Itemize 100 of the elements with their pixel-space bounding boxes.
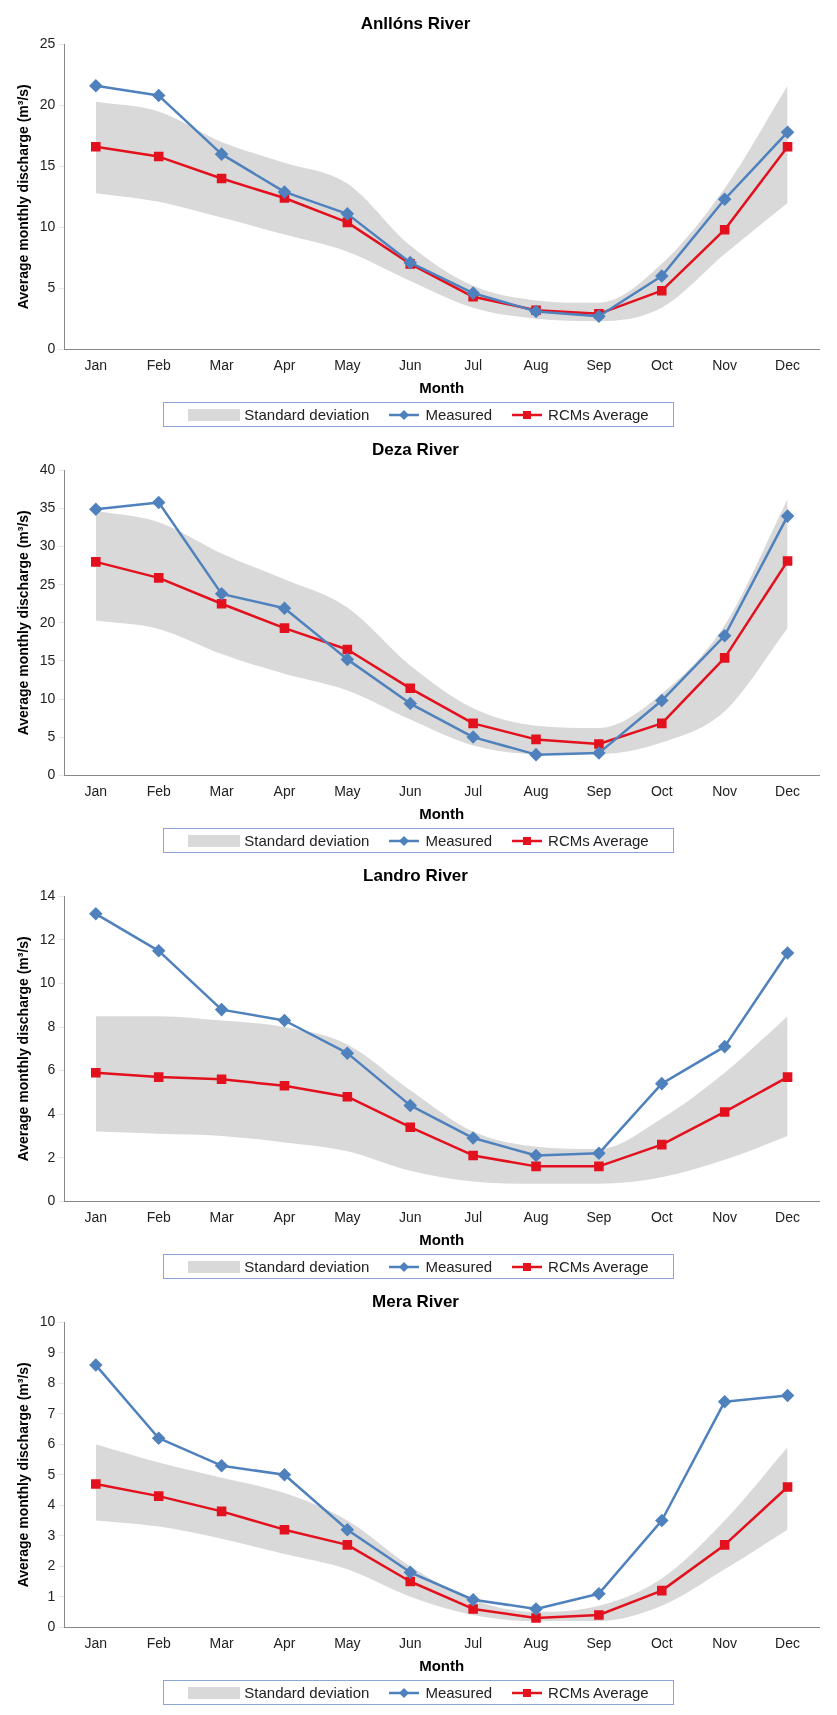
y-tick-label: 6 bbox=[47, 1061, 56, 1078]
y-tick-label: 5 bbox=[47, 1465, 56, 1482]
text: Standard deviation bbox=[244, 1684, 370, 1701]
x-tick-label: Jan bbox=[84, 357, 108, 374]
y-tick-label: 10 bbox=[39, 974, 56, 991]
x-tick-label: Oct bbox=[650, 1209, 673, 1226]
legend-label: Measured bbox=[425, 1684, 493, 1701]
y-tick-label: 40 bbox=[39, 461, 56, 478]
x-tick-label: Jun bbox=[398, 1209, 422, 1226]
y-tick-label: 5 bbox=[47, 727, 56, 744]
y-tick-label: 7 bbox=[47, 1404, 56, 1421]
legend-label: Measured bbox=[425, 1258, 493, 1275]
x-tick-label: Mar bbox=[209, 1209, 234, 1226]
y-tick-label: 0 bbox=[47, 1192, 56, 1209]
x-axis-title: Month bbox=[419, 1231, 465, 1249]
legend-label: RCMs Average bbox=[548, 832, 649, 849]
y-axis-title: Average monthly discharge (m³/s) bbox=[15, 936, 32, 1162]
y-tick-label: 15 bbox=[39, 651, 56, 668]
x-tick-label: Jul bbox=[464, 1209, 483, 1226]
x-tick-label: Aug bbox=[523, 357, 549, 374]
legend-label: RCMs Average bbox=[548, 1684, 649, 1701]
x-tick-label: Jul bbox=[464, 783, 483, 800]
x-tick-label: Oct bbox=[650, 357, 673, 374]
legend-label: Measured bbox=[425, 832, 493, 849]
y-tick-label: 0 bbox=[47, 340, 56, 357]
x-tick-label: Feb bbox=[146, 1635, 171, 1652]
x-tick-label: Jan bbox=[84, 1635, 108, 1652]
y-axis-title: Average monthly discharge (m³/s) bbox=[15, 510, 32, 736]
x-tick-label: Dec bbox=[775, 783, 801, 800]
y-tick-label: 25 bbox=[39, 35, 56, 52]
y-tick-label: 2 bbox=[47, 1148, 56, 1165]
x-tick-label: Nov bbox=[712, 1209, 738, 1226]
y-tick-label: 12 bbox=[39, 930, 56, 947]
x-tick-label: Mar bbox=[209, 357, 234, 374]
text: Standard deviation bbox=[244, 1258, 370, 1275]
x-tick-label: Apr bbox=[273, 1209, 296, 1226]
y-tick-label: 0 bbox=[47, 1618, 56, 1635]
x-axis-title: Month bbox=[419, 379, 465, 397]
x-tick-label: Apr bbox=[273, 357, 296, 374]
y-tick-label: 8 bbox=[47, 1374, 56, 1391]
x-tick-label: Oct bbox=[650, 783, 673, 800]
x-tick-label: Dec bbox=[775, 1209, 801, 1226]
x-tick-label: Mar bbox=[209, 783, 234, 800]
x-tick-label: Feb bbox=[146, 357, 171, 374]
x-tick-label: May bbox=[334, 783, 361, 800]
chart-title: Deza River bbox=[372, 439, 460, 459]
y-tick-label: 35 bbox=[39, 499, 56, 516]
x-tick-label: Sep bbox=[586, 1209, 612, 1226]
x-tick-label: Aug bbox=[523, 783, 549, 800]
y-tick-label: 10 bbox=[39, 218, 56, 235]
y-axis-title: Average monthly discharge (m³/s) bbox=[15, 1362, 32, 1588]
y-tick-label: 20 bbox=[39, 96, 56, 113]
x-tick-label: Feb bbox=[146, 783, 171, 800]
legend-label: RCMs Average bbox=[548, 1258, 649, 1275]
text: Standard deviation bbox=[244, 406, 370, 423]
y-tick-label: 20 bbox=[39, 613, 56, 630]
y-tick-label: 2 bbox=[47, 1557, 56, 1574]
x-tick-label: Dec bbox=[775, 1635, 801, 1652]
x-tick-label: Nov bbox=[712, 1635, 738, 1652]
y-tick-label: 10 bbox=[39, 1313, 56, 1330]
y-tick-label: 5 bbox=[47, 279, 56, 296]
x-tick-label: Jun bbox=[398, 357, 422, 374]
x-tick-label: Nov bbox=[712, 357, 738, 374]
x-axis-title: Month bbox=[419, 1657, 465, 1675]
x-tick-label: Mar bbox=[209, 1635, 234, 1652]
x-tick-label: Sep bbox=[586, 357, 612, 374]
x-tick-label: May bbox=[334, 1635, 361, 1652]
y-tick-label: 6 bbox=[47, 1435, 56, 1452]
y-tick-label: 0 bbox=[47, 766, 56, 783]
x-tick-label: Jun bbox=[398, 783, 422, 800]
x-tick-label: Jul bbox=[464, 1635, 483, 1652]
y-tick-label: 4 bbox=[47, 1104, 56, 1121]
x-tick-label: Jan bbox=[84, 783, 108, 800]
x-tick-label: Jul bbox=[464, 357, 483, 374]
x-tick-label: Aug bbox=[523, 1209, 549, 1226]
legend-label: Measured bbox=[425, 406, 493, 423]
x-tick-label: Jan bbox=[84, 1209, 108, 1226]
y-tick-label: 14 bbox=[39, 887, 56, 904]
chart-title: Landro River bbox=[363, 865, 469, 885]
x-tick-label: Apr bbox=[273, 1635, 296, 1652]
y-tick-label: 8 bbox=[47, 1017, 56, 1034]
x-tick-label: Nov bbox=[712, 783, 738, 800]
x-tick-label: Sep bbox=[586, 1635, 612, 1652]
x-tick-label: Apr bbox=[273, 783, 296, 800]
text: Standard deviation bbox=[244, 832, 370, 849]
x-tick-label: Feb bbox=[146, 1209, 171, 1226]
y-tick-label: 15 bbox=[39, 157, 56, 174]
y-tick-label: 30 bbox=[39, 537, 56, 554]
legend-label: RCMs Average bbox=[548, 406, 649, 423]
y-axis-title: Average monthly discharge (m³/s) bbox=[15, 84, 32, 310]
y-tick-label: 25 bbox=[39, 575, 56, 592]
x-tick-label: May bbox=[334, 1209, 361, 1226]
y-tick-label: 3 bbox=[47, 1526, 56, 1543]
y-tick-label: 10 bbox=[39, 689, 56, 706]
x-tick-label: Sep bbox=[586, 783, 612, 800]
x-axis-title: Month bbox=[419, 805, 465, 823]
x-tick-label: May bbox=[334, 357, 361, 374]
y-tick-label: 4 bbox=[47, 1496, 56, 1513]
x-tick-label: Aug bbox=[523, 1635, 549, 1652]
y-tick-label: 9 bbox=[47, 1343, 56, 1360]
